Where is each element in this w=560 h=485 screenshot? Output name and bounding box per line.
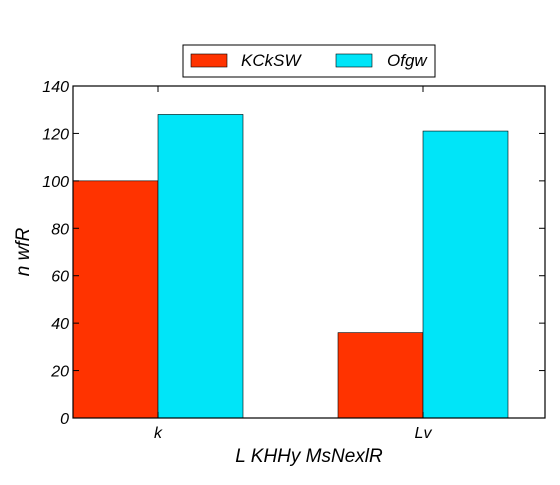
y-tick-label-60: 60 xyxy=(51,269,69,286)
ticks-layer xyxy=(73,85,545,419)
legend: KCkSW Ofgw xyxy=(182,44,436,78)
plot-area-frame xyxy=(72,85,546,419)
y-tick-label-140: 140 xyxy=(42,79,69,96)
tick-labels-layer: k Lv 0 20 40 60 80 100 120 140 xyxy=(42,79,432,442)
y-tick-label-80: 80 xyxy=(51,221,69,238)
bars-layer xyxy=(72,114,509,419)
legend-swatch-kcksw xyxy=(190,53,228,68)
x-axis-title: L KHHy MsNexlR xyxy=(235,446,383,467)
y-axis-title: n wfR xyxy=(13,227,34,276)
bar-kcksw-k xyxy=(72,180,159,419)
x-tick-label-lv: Lv xyxy=(415,425,433,442)
legend-label-kcksw: KCkSW xyxy=(241,51,302,70)
legend-label-ofgw: Ofgw xyxy=(387,51,428,70)
bar-ofgw-lv xyxy=(422,130,509,419)
y-tick-label-0: 0 xyxy=(60,411,69,428)
legend-frame xyxy=(182,44,436,78)
legend-swatch-ofgw xyxy=(335,53,373,68)
y-tick-label-120: 120 xyxy=(42,126,69,143)
y-tick-label-100: 100 xyxy=(42,174,69,191)
bar-ofgw-k xyxy=(157,114,244,419)
y-tick-label-20: 20 xyxy=(50,364,69,381)
bar-kcksw-lv xyxy=(337,332,424,419)
x-tick-label-k: k xyxy=(154,425,163,442)
y-tick-label-40: 40 xyxy=(51,316,69,333)
